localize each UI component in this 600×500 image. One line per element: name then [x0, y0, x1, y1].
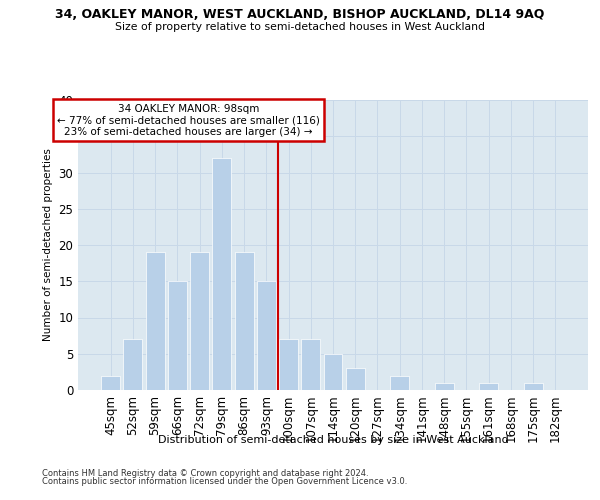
Bar: [390, 376, 409, 390]
Y-axis label: Number of semi-detached properties: Number of semi-detached properties: [43, 148, 53, 342]
Bar: [323, 354, 343, 390]
Bar: [146, 252, 164, 390]
Text: Distribution of semi-detached houses by size in West Auckland: Distribution of semi-detached houses by …: [158, 435, 508, 445]
Text: Size of property relative to semi-detached houses in West Auckland: Size of property relative to semi-detach…: [115, 22, 485, 32]
Bar: [235, 252, 254, 390]
Bar: [346, 368, 365, 390]
Bar: [479, 383, 498, 390]
Text: Contains public sector information licensed under the Open Government Licence v3: Contains public sector information licen…: [42, 477, 407, 486]
Bar: [124, 339, 142, 390]
Bar: [190, 252, 209, 390]
Bar: [257, 281, 276, 390]
Bar: [435, 383, 454, 390]
Bar: [168, 281, 187, 390]
Bar: [279, 339, 298, 390]
Text: 34, OAKLEY MANOR, WEST AUCKLAND, BISHOP AUCKLAND, DL14 9AQ: 34, OAKLEY MANOR, WEST AUCKLAND, BISHOP …: [55, 8, 545, 20]
Bar: [301, 339, 320, 390]
Bar: [212, 158, 231, 390]
Text: Contains HM Land Registry data © Crown copyright and database right 2024.: Contains HM Land Registry data © Crown c…: [42, 468, 368, 477]
Bar: [524, 383, 542, 390]
Bar: [101, 376, 120, 390]
Text: 34 OAKLEY MANOR: 98sqm
← 77% of semi-detached houses are smaller (116)
23% of se: 34 OAKLEY MANOR: 98sqm ← 77% of semi-det…: [57, 104, 320, 137]
